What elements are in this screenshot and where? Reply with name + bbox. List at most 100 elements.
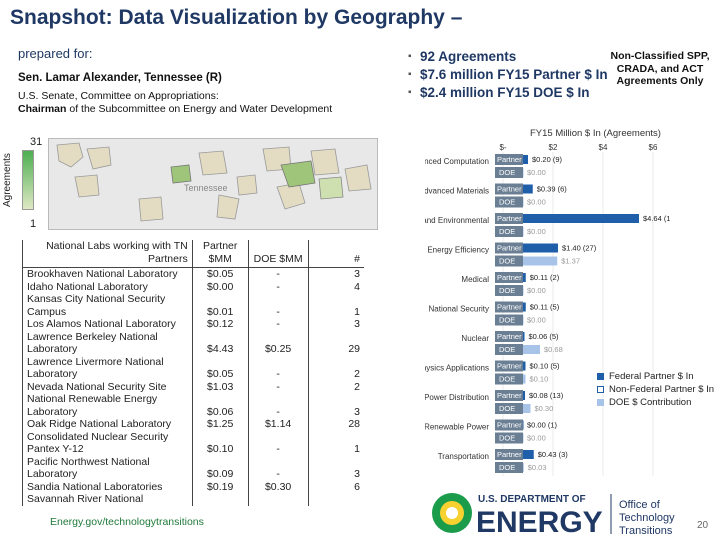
committee-line-1: U.S. Senate, Committee on Appropriations… (18, 90, 219, 102)
cell-count: 3 (307, 318, 364, 331)
cell-doe (247, 493, 309, 506)
bar-partner-label: $1.40 (27) (562, 244, 597, 253)
county-shape (216, 194, 240, 220)
bar-doe (523, 197, 524, 207)
bar-doe-label: $0.00 (527, 316, 546, 325)
bar-doe (523, 433, 524, 443)
county-shape (74, 174, 100, 198)
partner-row-label-bg (495, 301, 523, 313)
col-header-partner: Partner $MM (191, 240, 249, 268)
chart-legend: Federal Partner $ In Non-Federal Partner… (597, 370, 714, 409)
bar-partner (523, 273, 526, 282)
cell-doe: - (247, 355, 309, 381)
partner-row-label: Partner (497, 303, 522, 312)
doe-row-label-bg (495, 196, 523, 208)
cell-partner: $0.10 (191, 430, 249, 456)
county-map-svg (56, 142, 372, 222)
doe-row-label: DOE (499, 434, 515, 443)
footer-website[interactable]: Energy.gov/technologytransitions (50, 516, 204, 528)
cell-count: 29 (307, 330, 364, 356)
partner-row-label-bg (495, 360, 523, 372)
cell-count (307, 493, 364, 506)
cell-partner: $0.01 (191, 293, 249, 318)
cell-count: 2 (307, 355, 364, 381)
bar-partner-label: $0.10 (5) (530, 362, 561, 371)
doe-row-label: DOE (499, 257, 515, 266)
county-shape (198, 150, 228, 176)
bar-partner (523, 391, 525, 400)
logo-dept-text: U.S. DEPARTMENT OF (478, 494, 586, 505)
cell-partner: $0.05 (191, 355, 249, 381)
labs-table: National Labs working with TN Partners P… (22, 240, 364, 506)
category-label: Transportation (438, 452, 489, 461)
table-row: National Renewable Energy Laboratory $0.0… (22, 393, 364, 418)
doe-row-label: DOE (499, 345, 515, 354)
funding-bar-chart: $- $2 $4 $6 Advanced Computation Partner $0.20… (425, 143, 670, 476)
bar-partner-label: $0.39 (6) (537, 185, 568, 194)
cell-lab: National Renewable Energy Laboratory (22, 393, 193, 418)
partner-row-label-bg (495, 213, 523, 224)
cell-doe: - (247, 455, 309, 481)
partner-row-label: Partner (497, 214, 522, 223)
partner-row-label: Partner (497, 332, 522, 341)
doe-row-label-bg (495, 462, 523, 473)
table-row: Oak Ridge National Laboratory $1.25 $1.14 2… (22, 418, 364, 431)
bar-doe-label: $0.00 (527, 286, 546, 295)
map-legend-min: 1 (30, 218, 37, 230)
category-label: Medical (461, 275, 489, 284)
partner-row-label: Partner (497, 273, 522, 282)
map-legend-max: 31 (30, 136, 43, 148)
table-row: Lawrence Livermore National Laboratory $0… (22, 355, 364, 381)
cell-count: 3 (307, 455, 364, 481)
cell-doe: - (247, 293, 309, 318)
category-label: Physics Applications (425, 364, 489, 373)
committee-info: U.S. Senate, Committee on Appropriations… (18, 90, 332, 116)
doe-row-label-bg (495, 344, 523, 355)
doe-row-label: DOE (499, 286, 515, 295)
partner-row-label: Partner (497, 362, 522, 371)
cell-partner: $0.09 (191, 455, 249, 481)
cell-count: 28 (307, 418, 364, 431)
cell-doe: $0.30 (247, 480, 309, 493)
county-shape (310, 148, 340, 176)
bar-partner-label: $4.64 (14) (643, 214, 670, 223)
partner-row-label-bg (495, 272, 523, 283)
category-label: Advanced Computation (425, 157, 489, 166)
bullet-partner-in: ▪ $7.6 million FY15 Partner $ In (408, 67, 608, 82)
col-header-doe: DOE $MM (247, 240, 309, 268)
map-state-label: Tennessee (184, 183, 228, 193)
doe-logo: U.S. DEPARTMENT OF ENERGY Office of Tech… (428, 488, 698, 539)
bar-doe (523, 256, 558, 266)
county-shape (344, 164, 372, 192)
logo-energy-text: ENERGY (476, 506, 603, 538)
cell-partner: $0.00 (191, 280, 249, 293)
partner-row-label: Partner (497, 391, 522, 400)
doe-row-label-bg (495, 432, 523, 444)
cell-partner: $1.03 (191, 380, 249, 393)
table-row: Idaho National Laboratory $0.00-4 (22, 280, 364, 293)
table-row: Pacific Northwest National Laboratory $0.… (22, 455, 364, 481)
category-label: National Security (429, 305, 489, 314)
cell-count: 6 (307, 480, 364, 493)
bullet-agreements: ▪ 92 Agreements (408, 49, 517, 64)
bar-doe-label: $0.00 (527, 168, 546, 177)
cell-count: 4 (307, 280, 364, 293)
partner-row-label: Partner (497, 421, 522, 430)
cell-doe: - (247, 380, 309, 393)
county-shape-high (170, 164, 192, 184)
logo-office-line1: Office of (619, 499, 661, 511)
bar-partner (523, 214, 639, 223)
bar-doe-label: $1.37 (561, 257, 580, 266)
bar-doe (523, 404, 531, 413)
category-label: Advanced Materials (425, 187, 489, 196)
legend-swatch-nonfederal (597, 386, 604, 393)
bar-partner (523, 302, 526, 312)
category-label: Renewable Power (425, 423, 489, 432)
bar-partner (523, 332, 525, 341)
category-label: Earth and Environmental (425, 216, 489, 225)
map-legend-title: Agreements (2, 153, 13, 207)
cell-doe: - (247, 280, 309, 293)
cell-lab: Brookhaven National Laboratory (22, 267, 193, 281)
doe-row-label: DOE (499, 316, 515, 325)
county-shape-mid (318, 176, 344, 200)
